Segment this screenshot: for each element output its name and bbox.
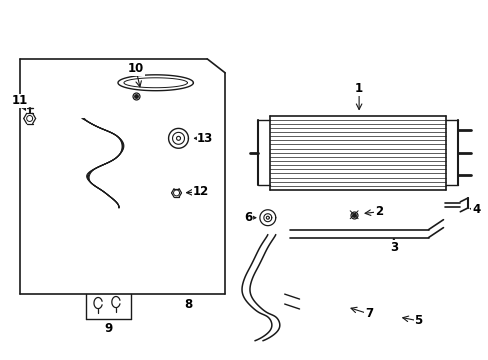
Text: 6: 6 [244,211,252,224]
Text: 9: 9 [104,322,112,336]
Text: 13: 13 [197,132,213,145]
Text: 1: 1 [354,82,363,95]
Text: 10: 10 [127,62,143,75]
Text: 12: 12 [192,185,208,198]
Text: 4: 4 [471,203,479,216]
Text: 7: 7 [364,307,372,320]
Text: 11: 11 [12,94,28,107]
Text: 3: 3 [389,241,397,254]
Text: 2: 2 [374,205,382,218]
Text: 8: 8 [184,297,192,311]
Text: 5: 5 [414,314,422,327]
